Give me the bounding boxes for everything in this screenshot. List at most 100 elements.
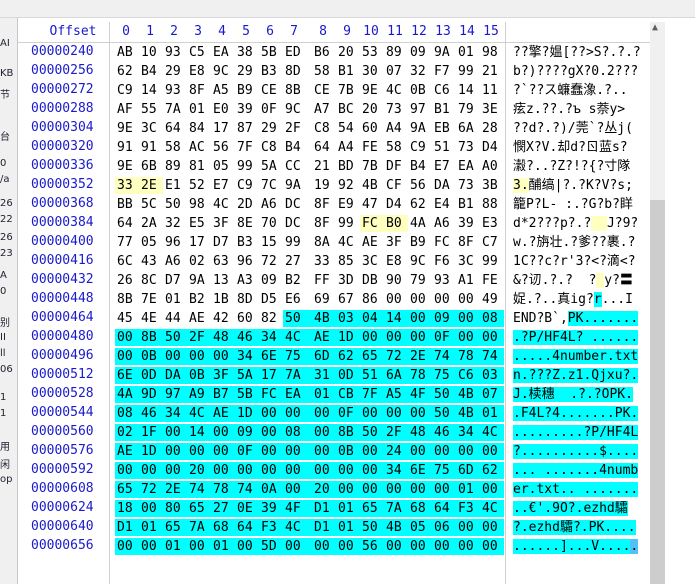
- hex-byte[interactable]: A9: [187, 386, 211, 403]
- hex-byte[interactable]: AE: [115, 443, 139, 460]
- hex-byte[interactable]: 0F: [432, 329, 456, 346]
- hex-byte[interactable]: 50: [360, 519, 384, 536]
- hex-byte[interactable]: 39: [237, 102, 253, 117]
- hex-byte[interactable]: 1D: [235, 405, 259, 422]
- hex-byte[interactable]: 85: [338, 254, 354, 269]
- hex-byte[interactable]: B9: [410, 235, 426, 250]
- hex-byte[interactable]: 34: [456, 424, 480, 441]
- hex-byte[interactable]: 14: [384, 310, 408, 327]
- hex-byte[interactable]: E7: [434, 159, 450, 174]
- hex-byte[interactable]: 00: [384, 538, 408, 555]
- hex-byte[interactable]: 00: [336, 538, 360, 555]
- hex-byte[interactable]: 5A: [261, 159, 277, 174]
- hex-byte[interactable]: 2F: [285, 121, 301, 136]
- hex-byte[interactable]: 29: [165, 64, 181, 79]
- hex-byte[interactable]: 00: [115, 348, 139, 365]
- hex-byte[interactable]: 96: [237, 254, 253, 269]
- hex-byte[interactable]: A5: [384, 386, 408, 403]
- hex-byte[interactable]: B0: [384, 215, 408, 232]
- hex-byte[interactable]: 75: [432, 367, 456, 384]
- hex-byte[interactable]: D5: [261, 292, 277, 307]
- hex-byte[interactable]: C7: [482, 235, 498, 250]
- hex-byte[interactable]: 39: [259, 500, 283, 517]
- hex-byte[interactable]: B3: [237, 235, 253, 250]
- hex-byte[interactable]: 93: [434, 273, 450, 288]
- hex-byte[interactable]: 00: [408, 443, 432, 460]
- hex-byte[interactable]: E7: [213, 178, 229, 193]
- hex-byte[interactable]: 7A: [384, 500, 408, 517]
- hex-byte[interactable]: 74: [480, 348, 504, 365]
- hex-byte[interactable]: D1: [115, 519, 139, 536]
- hex-byte[interactable]: 50: [360, 424, 384, 441]
- hex-byte[interactable]: 53: [362, 45, 378, 60]
- hex-byte[interactable]: 8E: [237, 216, 253, 231]
- hex-byte[interactable]: 4B: [384, 519, 408, 536]
- hex-byte[interactable]: 1D: [139, 443, 163, 460]
- hex-byte[interactable]: F3: [456, 500, 480, 517]
- hex-byte[interactable]: 65: [163, 519, 187, 536]
- hex-byte[interactable]: CC: [285, 159, 301, 174]
- hex-byte[interactable]: 50: [432, 386, 456, 403]
- hex-byte[interactable]: 00: [163, 348, 187, 365]
- hex-byte[interactable]: 00: [235, 538, 259, 555]
- hex-byte[interactable]: 00: [187, 348, 211, 365]
- hex-byte[interactable]: 96: [165, 235, 181, 250]
- hex-byte[interactable]: B2: [189, 292, 205, 307]
- hex-byte[interactable]: 9A: [434, 45, 450, 60]
- hex-byte[interactable]: 01: [336, 519, 360, 536]
- hex-byte[interactable]: 9C: [410, 254, 426, 269]
- hex-byte[interactable]: A0: [482, 159, 498, 174]
- hex-byte[interactable]: 3E: [482, 102, 498, 117]
- hex-byte[interactable]: 00: [283, 481, 312, 498]
- hex-byte[interactable]: 4E: [141, 311, 157, 326]
- hex-byte[interactable]: 01: [165, 292, 181, 307]
- hex-byte[interactable]: 7E: [141, 292, 157, 307]
- ascii-text[interactable]: ......]...V.....: [513, 538, 639, 555]
- hex-byte[interactable]: F3: [259, 519, 283, 536]
- hex-byte[interactable]: 3F: [211, 367, 235, 384]
- hex-byte[interactable]: 7B: [362, 159, 378, 174]
- hex-byte[interactable]: 01: [458, 45, 474, 60]
- hex-byte[interactable]: 0A: [259, 481, 283, 498]
- hex-byte[interactable]: 56: [410, 178, 426, 193]
- hex-byte[interactable]: 8F: [458, 235, 474, 250]
- hex-byte[interactable]: 00: [410, 292, 426, 307]
- hex-byte[interactable]: 6D: [456, 462, 480, 479]
- hex-byte[interactable]: 15: [261, 235, 277, 250]
- hex-byte[interactable]: 4B: [456, 405, 480, 422]
- hex-byte[interactable]: 00: [456, 443, 480, 460]
- hex-byte[interactable]: 34: [163, 405, 187, 422]
- hex-byte[interactable]: 72: [261, 254, 277, 269]
- hex-byte[interactable]: DF: [386, 159, 402, 174]
- hex-byte[interactable]: 5A: [235, 367, 259, 384]
- hex-byte[interactable]: 64: [235, 519, 259, 536]
- hex-byte[interactable]: 64: [117, 216, 133, 231]
- hex-byte[interactable]: 90: [386, 273, 402, 288]
- hex-byte[interactable]: E4: [434, 197, 450, 212]
- hex-byte[interactable]: 00: [408, 538, 432, 555]
- hex-byte[interactable]: C9: [410, 140, 426, 155]
- hex-byte[interactable]: 4B: [312, 310, 336, 327]
- hex-byte[interactable]: 4C: [187, 405, 211, 422]
- hex-byte[interactable]: 9A: [285, 178, 301, 193]
- ascii-text[interactable]: 3.酺缟|?.?K?V?s;: [513, 177, 633, 194]
- hex-byte[interactable]: D4: [386, 197, 402, 212]
- hex-byte[interactable]: AB: [117, 45, 133, 60]
- hex-byte[interactable]: 0B: [187, 367, 211, 384]
- hex-byte[interactable]: 4A: [115, 386, 139, 403]
- hex-byte[interactable]: 78: [211, 481, 235, 498]
- hex-byte[interactable]: 3D: [338, 273, 354, 288]
- hex-byte[interactable]: 00: [283, 538, 312, 555]
- hex-byte[interactable]: 8B: [117, 292, 133, 307]
- hex-byte[interactable]: B4: [410, 159, 426, 174]
- hex-byte[interactable]: 2F: [187, 329, 211, 346]
- hex-byte[interactable]: 64: [314, 140, 330, 155]
- hex-byte[interactable]: B1: [458, 197, 474, 212]
- hex-byte[interactable]: DC: [285, 197, 301, 212]
- hex-byte[interactable]: 8B: [139, 329, 163, 346]
- hex-byte[interactable]: BD: [338, 159, 354, 174]
- hex-byte[interactable]: 32: [410, 64, 426, 79]
- hex-byte[interactable]: 33: [115, 177, 139, 194]
- hex-byte[interactable]: 73: [458, 140, 474, 155]
- hex-byte[interactable]: 62: [410, 197, 426, 212]
